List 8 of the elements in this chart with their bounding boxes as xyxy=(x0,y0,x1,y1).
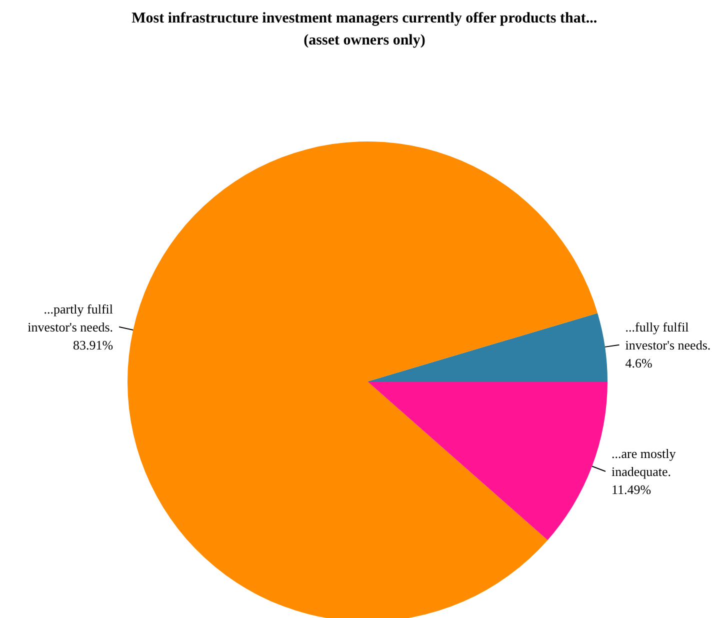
slice-label: ...fully fulfil investor's needs. xyxy=(625,319,711,352)
data-label: 11.49% xyxy=(612,482,652,497)
data-label: 4.6% xyxy=(625,355,652,370)
slice-label: ...are mostly inadequate. xyxy=(612,446,676,479)
chart-title: Most infrastructure investment managers currently offer products that... xyxy=(132,10,598,26)
chart-subtitle: (asset owners only) xyxy=(304,32,426,48)
slice-label: ...partly fulfil investor's needs. xyxy=(28,301,114,334)
data-label: 83.91% xyxy=(72,337,114,352)
